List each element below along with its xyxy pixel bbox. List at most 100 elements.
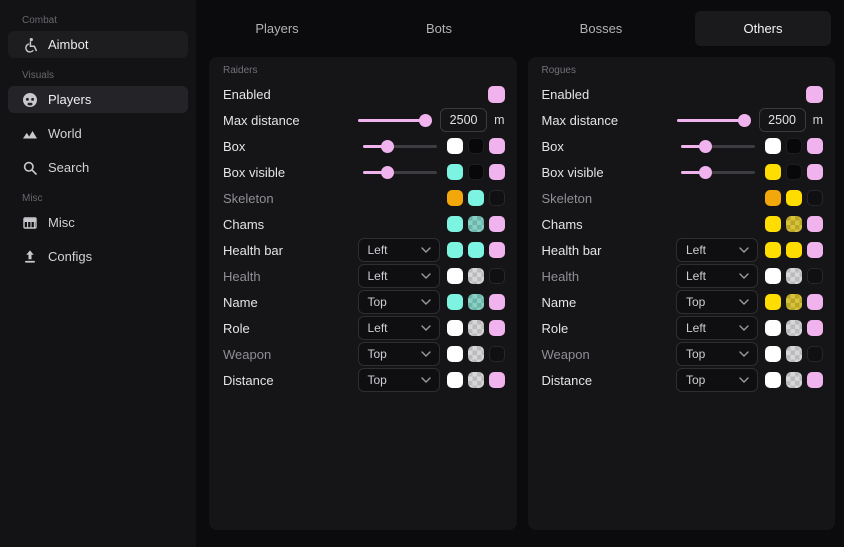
color-swatch[interactable] bbox=[488, 294, 505, 310]
color-swatch[interactable] bbox=[786, 190, 802, 206]
tab-bosses[interactable]: Bosses bbox=[520, 11, 682, 46]
color-swatch[interactable] bbox=[467, 372, 484, 388]
color-swatch[interactable] bbox=[467, 346, 484, 362]
weapon-position-select[interactable]: Top bbox=[676, 342, 758, 366]
enabled-checkbox[interactable] bbox=[806, 85, 823, 103]
distance-position-select[interactable]: Top bbox=[357, 368, 440, 392]
health-bar-position-select[interactable]: Left bbox=[357, 238, 440, 262]
tab-bots[interactable]: Bots bbox=[358, 11, 520, 46]
max-distance-slider[interactable] bbox=[358, 113, 433, 127]
max-distance-slider[interactable] bbox=[676, 113, 751, 127]
color-swatch[interactable] bbox=[765, 320, 781, 336]
color-swatch[interactable] bbox=[786, 346, 802, 362]
color-swatch[interactable] bbox=[446, 138, 463, 154]
box-visible-slider[interactable] bbox=[362, 165, 437, 179]
slider-thumb[interactable] bbox=[699, 165, 713, 179]
color-swatch[interactable] bbox=[467, 216, 484, 232]
slider-thumb[interactable] bbox=[380, 139, 394, 153]
box-visible-slider[interactable] bbox=[681, 165, 755, 179]
color-swatch[interactable] bbox=[786, 216, 802, 232]
name-position-select[interactable]: Top bbox=[357, 290, 440, 314]
color-swatch[interactable] bbox=[807, 164, 823, 180]
color-swatch[interactable] bbox=[446, 190, 463, 206]
color-swatch[interactable] bbox=[786, 268, 802, 284]
color-swatch[interactable] bbox=[807, 294, 823, 310]
color-swatch[interactable] bbox=[786, 294, 802, 310]
color-swatch[interactable] bbox=[807, 242, 823, 258]
color-swatch[interactable] bbox=[807, 320, 823, 336]
color-swatch[interactable] bbox=[446, 268, 463, 284]
sidebar-item-world[interactable]: World bbox=[8, 120, 188, 147]
role-position-select[interactable]: Left bbox=[676, 316, 758, 340]
color-swatch[interactable] bbox=[786, 164, 802, 180]
sidebar-item-misc[interactable]: Misc bbox=[8, 209, 188, 236]
health-bar-position-select[interactable]: Left bbox=[676, 238, 758, 262]
color-swatch[interactable] bbox=[446, 320, 463, 336]
color-swatch[interactable] bbox=[765, 372, 781, 388]
color-swatch[interactable] bbox=[446, 242, 463, 258]
row-controls bbox=[681, 138, 823, 154]
color-swatch[interactable] bbox=[446, 164, 463, 180]
color-swatch[interactable] bbox=[786, 320, 802, 336]
color-swatch[interactable] bbox=[786, 242, 802, 258]
color-swatch[interactable] bbox=[467, 320, 484, 336]
color-swatch[interactable] bbox=[467, 190, 484, 206]
distance-position-select[interactable]: Top bbox=[676, 368, 758, 392]
slider-thumb[interactable] bbox=[699, 139, 713, 153]
sidebar-item-aimbot[interactable]: Aimbot bbox=[8, 31, 188, 58]
color-swatch-empty[interactable] bbox=[488, 190, 505, 206]
color-swatch[interactable] bbox=[467, 138, 484, 154]
color-swatch[interactable] bbox=[765, 138, 781, 154]
color-swatch[interactable] bbox=[786, 372, 802, 388]
color-swatch[interactable] bbox=[765, 268, 781, 284]
color-swatch[interactable] bbox=[807, 216, 823, 232]
color-swatch[interactable] bbox=[467, 268, 484, 284]
sidebar-item-players[interactable]: Players bbox=[8, 86, 188, 113]
color-swatch[interactable] bbox=[765, 346, 781, 362]
health-position-select[interactable]: Left bbox=[357, 264, 440, 288]
role-position-select[interactable]: Left bbox=[357, 316, 440, 340]
color-swatch[interactable] bbox=[467, 164, 484, 180]
sidebar-item-search[interactable]: Search bbox=[8, 154, 188, 181]
weapon-position-select[interactable]: Top bbox=[357, 342, 440, 366]
color-swatch[interactable] bbox=[446, 216, 463, 232]
box-slider[interactable] bbox=[681, 139, 755, 153]
sidebar-item-configs[interactable]: Configs bbox=[8, 243, 188, 270]
color-swatch[interactable] bbox=[765, 216, 781, 232]
color-swatch[interactable] bbox=[488, 138, 505, 154]
color-swatch[interactable] bbox=[446, 294, 463, 310]
slider-thumb[interactable] bbox=[737, 113, 751, 127]
max-distance-input[interactable] bbox=[440, 108, 488, 132]
slider-thumb[interactable] bbox=[419, 113, 433, 127]
color-swatch-empty[interactable] bbox=[807, 268, 823, 284]
box-slider[interactable] bbox=[362, 139, 437, 153]
color-swatch-empty[interactable] bbox=[488, 346, 505, 362]
color-swatch-empty[interactable] bbox=[807, 346, 823, 362]
color-swatch[interactable] bbox=[446, 372, 463, 388]
color-swatch[interactable] bbox=[488, 164, 505, 180]
color-swatch[interactable] bbox=[765, 190, 781, 206]
color-swatch[interactable] bbox=[467, 242, 484, 258]
max-distance-input[interactable] bbox=[758, 108, 806, 132]
color-swatch[interactable] bbox=[807, 138, 823, 154]
enabled-checkbox[interactable] bbox=[487, 85, 505, 103]
tab-others[interactable]: Others bbox=[682, 11, 844, 46]
color-swatch-empty[interactable] bbox=[807, 190, 823, 206]
color-swatch[interactable] bbox=[467, 294, 484, 310]
row-label: Max distance bbox=[223, 112, 300, 128]
color-swatch[interactable] bbox=[488, 216, 505, 232]
color-swatch[interactable] bbox=[765, 164, 781, 180]
color-swatch[interactable] bbox=[488, 372, 505, 388]
color-swatch[interactable] bbox=[765, 242, 781, 258]
color-swatch-empty[interactable] bbox=[488, 268, 505, 284]
color-swatch[interactable] bbox=[488, 320, 505, 336]
color-swatch[interactable] bbox=[786, 138, 802, 154]
health-position-select[interactable]: Left bbox=[676, 264, 758, 288]
tab-players[interactable]: Players bbox=[196, 11, 358, 46]
name-position-select[interactable]: Top bbox=[676, 290, 758, 314]
color-swatch[interactable] bbox=[807, 372, 823, 388]
color-swatch[interactable] bbox=[446, 346, 463, 362]
color-swatch[interactable] bbox=[765, 294, 781, 310]
color-swatch[interactable] bbox=[488, 242, 505, 258]
slider-thumb[interactable] bbox=[380, 165, 394, 179]
